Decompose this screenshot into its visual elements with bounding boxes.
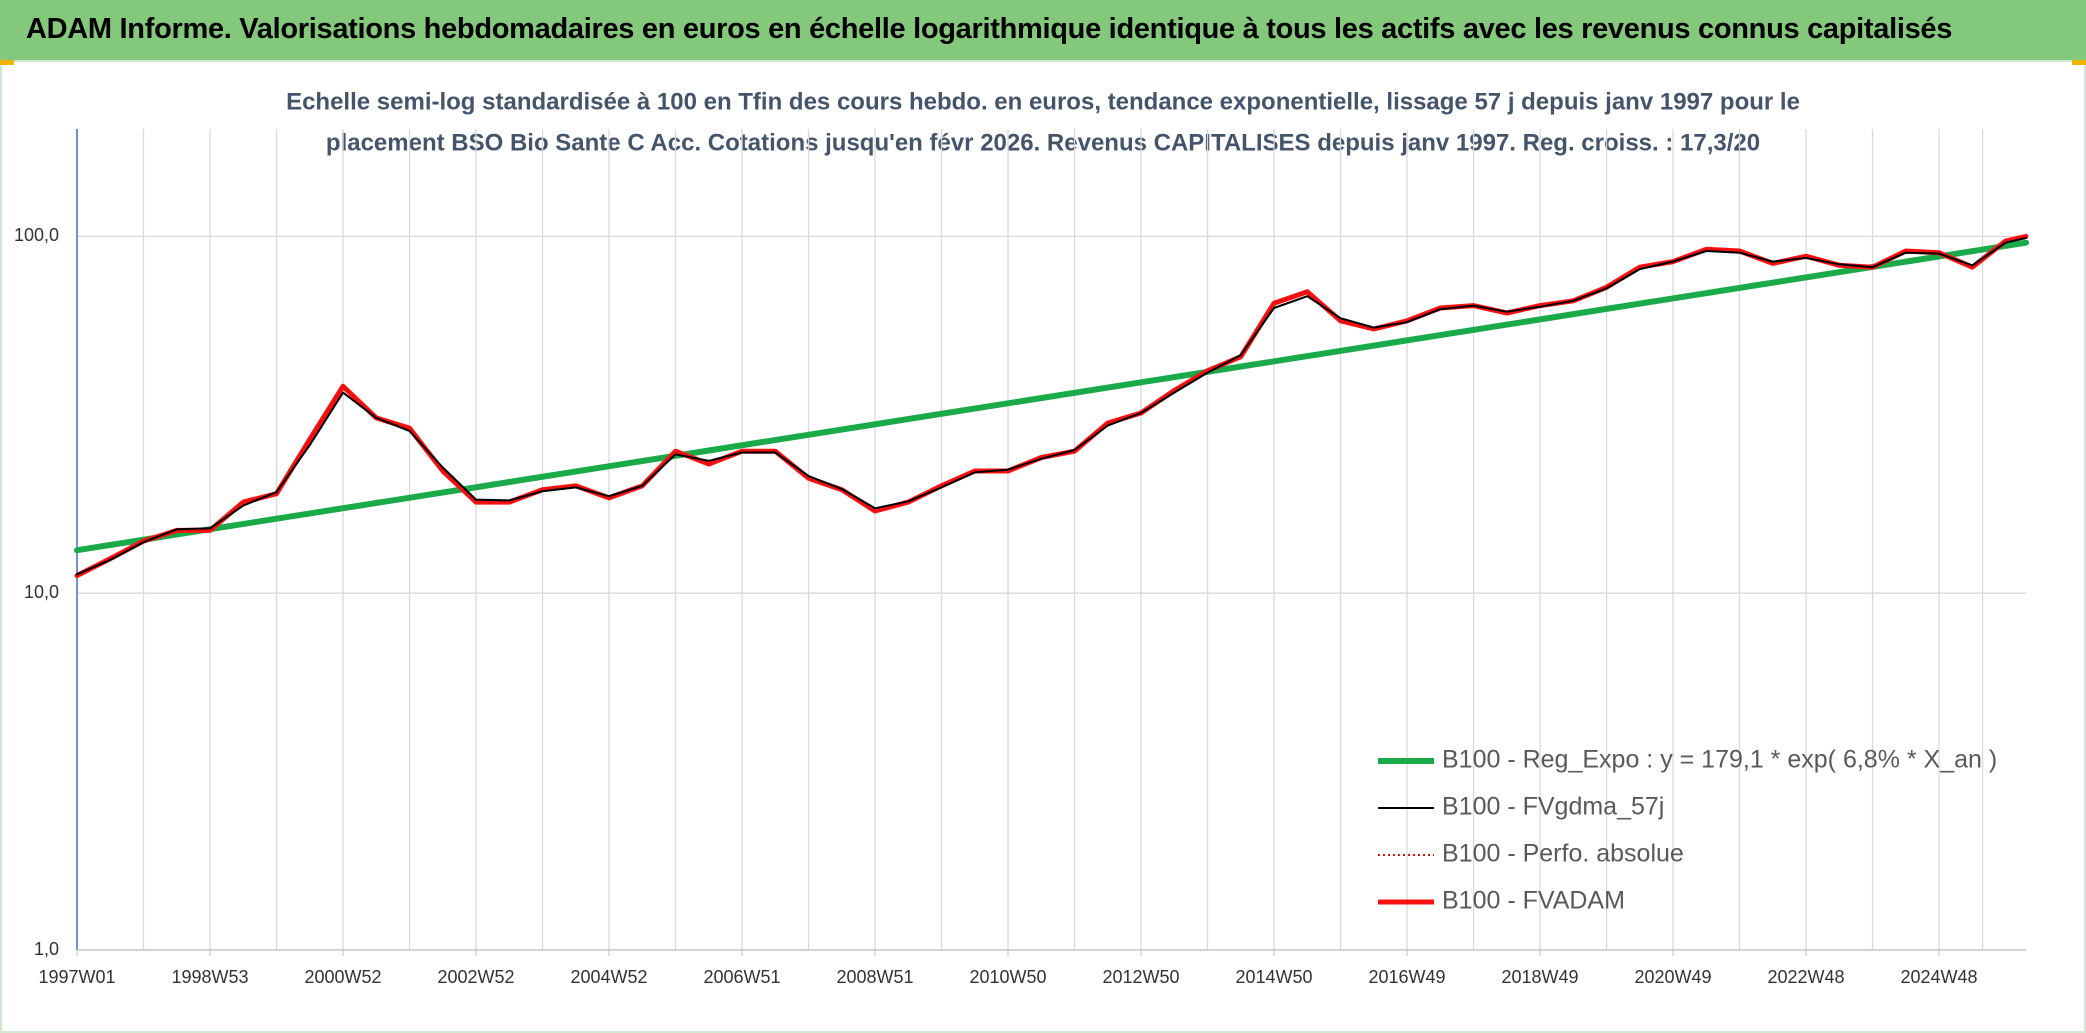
x-tick-label: 2006W51 (703, 967, 780, 987)
chart-title: Echelle semi-log standardisée à 100 en T… (286, 88, 1800, 115)
x-tick-label: 2024W48 (1901, 967, 1978, 987)
x-tick-label: 2018W49 (1501, 967, 1578, 987)
y-tick-label: 10,0 (24, 582, 59, 602)
corner-mark (2072, 60, 2086, 65)
legend-label: B100 - Reg_Expo : y = 179,1 * exp( 6,8% … (1442, 746, 1997, 774)
chart: Echelle semi-log standardisée à 100 en T… (0, 60, 2086, 1033)
x-tick-label: 2020W49 (1635, 967, 1712, 987)
x-tick-label: 2008W51 (836, 967, 913, 987)
x-tick-label: 2022W48 (1768, 967, 1845, 987)
y-tick-label: 1,0 (34, 939, 59, 959)
x-tick-label: 1998W53 (171, 967, 248, 987)
corner-mark (0, 60, 14, 65)
x-tick-label: 2000W52 (304, 967, 381, 987)
series-line (74, 239, 2029, 554)
series-line (76, 237, 2027, 576)
x-tick-label: 2004W52 (570, 967, 647, 987)
legend-label: B100 - Perfo. absolue (1442, 840, 1684, 868)
legend-label: B100 - FVADAM (1442, 887, 1625, 915)
x-tick-label: 2016W49 (1368, 967, 1445, 987)
x-tick-label: 2002W52 (437, 967, 514, 987)
x-tick-label: 1997W01 (38, 967, 115, 987)
x-tick-label: 2014W50 (1235, 967, 1312, 987)
legend-label: B100 - FVgdma_57j (1442, 793, 1664, 821)
chart-frame (0, 60, 2086, 1033)
x-tick-label: 2010W50 (969, 967, 1046, 987)
banner-title: ADAM Informe. Valorisations hebdomadaire… (26, 13, 1953, 45)
banner: ADAM Informe. Valorisations hebdomadaire… (0, 0, 2086, 60)
x-tick-label: 2012W50 (1102, 967, 1179, 987)
y-tick-label: 100,0 (14, 225, 59, 245)
chart-title: placement BSO Bio Sante C Acc. Cotations… (326, 129, 1760, 156)
